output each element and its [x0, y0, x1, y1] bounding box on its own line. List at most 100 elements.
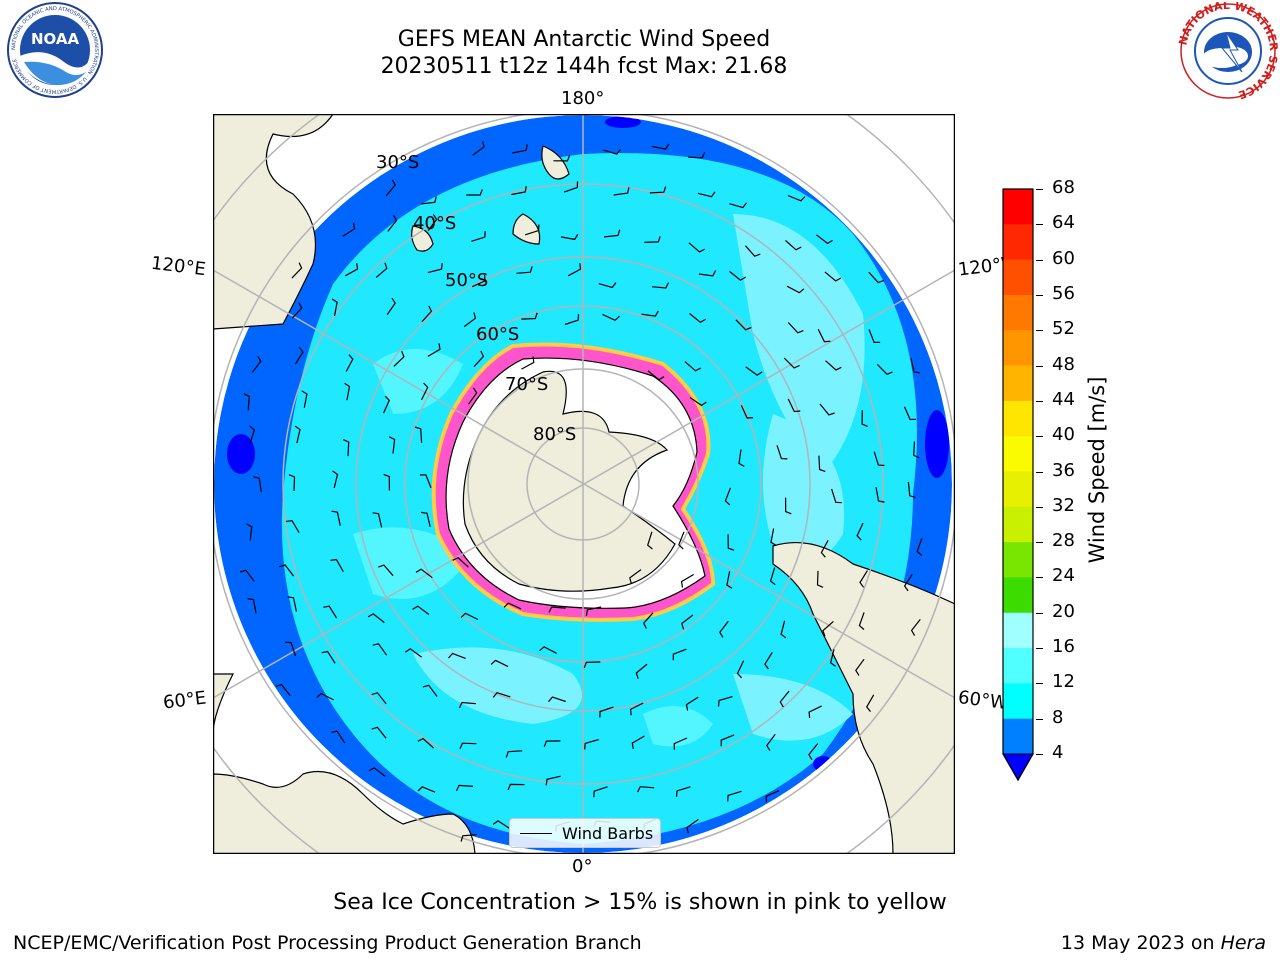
colorbar-tick-label: 32: [1052, 494, 1075, 516]
wind-barb: [649, 186, 667, 194]
wind-barb: [285, 641, 297, 657]
wind-barb: [744, 245, 761, 257]
wind-barb: [275, 683, 291, 696]
wind-barb: [598, 282, 617, 289]
wind-barb: [323, 605, 338, 619]
wind-barb: [903, 406, 917, 421]
plot-title-line1: GEFS MEAN Antarctic Wind Speed: [397, 27, 771, 52]
colorbar-segment: [1003, 648, 1033, 684]
colorbar-tick-mark: [1036, 718, 1043, 720]
wind-barb: [876, 363, 893, 376]
colorbar-tick-label: 44: [1052, 388, 1075, 410]
wind-barb: [316, 692, 334, 701]
colorbar-tick-mark: [1036, 224, 1043, 226]
wind-barb: [372, 643, 388, 656]
colorbar-segment: [1003, 330, 1033, 367]
wind-barb: [808, 743, 819, 760]
wind-barb: [472, 140, 485, 156]
wind-barb: [780, 620, 787, 639]
wind-barb: [330, 558, 344, 572]
colorbar-tick-label: 56: [1052, 282, 1075, 304]
colorbar-segment: [1003, 294, 1033, 331]
colorbar-tick-label: 8: [1052, 706, 1064, 728]
wind-barb: [684, 361, 702, 372]
wind-barb: [422, 684, 438, 697]
wind-barb: [831, 488, 842, 504]
wind-barb: [420, 382, 429, 401]
wind-barb: [386, 297, 396, 315]
wind-barb: [331, 730, 346, 744]
wind-barb: [776, 445, 788, 460]
wind-barb: [641, 310, 659, 317]
antarctica-land: [462, 370, 676, 592]
footer-date: 13 May 2023 on Hera: [1060, 932, 1266, 954]
wind-barb: [787, 322, 804, 334]
wind-barb: [689, 313, 706, 324]
colorbar-tick-mark: [1036, 330, 1043, 332]
wind-barb: [243, 393, 250, 411]
colorbar-tick-mark: [1036, 294, 1043, 296]
wind-barb: [294, 425, 301, 444]
wind-barb: [466, 189, 483, 196]
colorbar-tick-label: 4: [1052, 742, 1064, 763]
wind-barb: [516, 266, 533, 274]
lat-label-60s: 60°S: [476, 324, 520, 345]
wind-barb: [367, 613, 385, 624]
wind-barb: [288, 474, 296, 492]
wind-barb: [246, 523, 253, 541]
plot-title-line2: 20230511 t12z 144h fcst Max: 21.68: [380, 54, 788, 79]
wind-barb: [593, 786, 608, 798]
wind-barb: [785, 497, 792, 515]
wind-barb: [473, 350, 485, 368]
wind-barb: [505, 750, 523, 758]
colorbar-tick-mark: [1036, 648, 1043, 650]
colorbar-tick-label: 12: [1052, 671, 1075, 693]
colorbar-segment: [1003, 224, 1033, 261]
wind-barb: [858, 612, 865, 630]
colorbar: [1000, 186, 1036, 786]
wind-barb: [344, 382, 351, 401]
south-america-land: [772, 541, 955, 854]
wind-barb: [455, 784, 474, 792]
wind-barb: [371, 726, 387, 739]
footer-machine: Hera: [1220, 932, 1266, 954]
wind-barb: [651, 282, 670, 289]
wind-barb: [567, 263, 582, 277]
wind-barb: [719, 620, 729, 638]
wind-barb: [492, 820, 511, 830]
wind-barb: [368, 767, 386, 777]
wind-barb: [689, 397, 707, 407]
wind-barb: [675, 786, 691, 797]
wind-barb: [629, 702, 644, 716]
wind-barb: [603, 149, 621, 155]
wind-barb: [291, 302, 303, 319]
wind-barb: [553, 155, 571, 162]
colorbar-tick-label: 16: [1052, 636, 1075, 658]
wind-barb: [647, 370, 665, 381]
wind-barb: [736, 660, 745, 679]
wind-barb: [785, 240, 802, 251]
wind-barb: [787, 398, 801, 413]
colorbar-tick-mark: [1036, 436, 1043, 438]
colorbar-tick-label: 28: [1052, 530, 1075, 552]
wind-barb: [824, 271, 842, 282]
wind-barb: [822, 620, 834, 637]
wind-barb: [916, 538, 923, 556]
lon-label-bottom: 0°: [572, 856, 593, 877]
wind-barb: [855, 658, 865, 676]
colorbar-tick-mark: [1036, 365, 1043, 367]
wind-barb: [651, 143, 670, 150]
colorbar-tick-mark: [1036, 259, 1043, 261]
wind-barb: [873, 451, 885, 467]
wind-barb: [820, 540, 829, 558]
wind-barb: [825, 360, 842, 371]
wind-barb: [635, 663, 648, 679]
wind-barb: [724, 487, 732, 506]
wind-barb: [564, 314, 580, 326]
wind-barb: [563, 181, 579, 193]
colorbar-segment: [1003, 436, 1033, 472]
australia-land: [213, 114, 334, 330]
wind-barb: [490, 659, 509, 668]
wind-barb: [521, 356, 535, 370]
colorbar-segment: [1003, 189, 1033, 225]
